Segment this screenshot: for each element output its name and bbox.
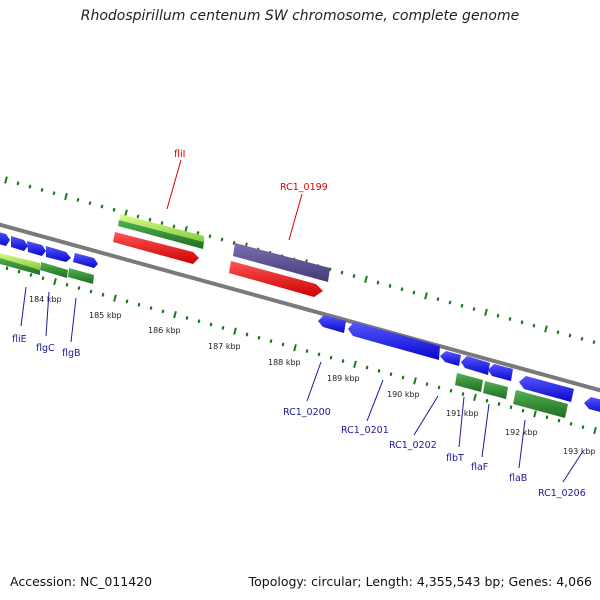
accession-text: Accession: NC_011420: [10, 574, 153, 589]
major-tick: [53, 277, 57, 286]
major-tick: [593, 426, 597, 435]
major-tick: [473, 393, 477, 402]
cds-blue[interactable]: [519, 376, 574, 402]
cds-RC1_0202[interactable]: [440, 351, 461, 366]
major-tick: [173, 311, 177, 319]
tick-label: 184 kbp: [29, 295, 62, 304]
chromosome-backbone: [0, 222, 600, 393]
major-tick: [533, 410, 537, 418]
cds-flbT[interactable]: [455, 373, 483, 392]
gene-label-flaB[interactable]: flaB: [509, 473, 527, 484]
leader-RC1_0199: [288, 193, 303, 241]
gene-label-flbT[interactable]: flbT: [446, 453, 464, 464]
cds-lime[interactable]: [0, 252, 40, 270]
tick-label: 185 kbp: [89, 311, 122, 320]
reverse-features: [318, 315, 600, 418]
cds-blue[interactable]: [73, 253, 98, 268]
leader-fliI: [166, 159, 182, 210]
cds-blue[interactable]: [27, 241, 46, 256]
major-tick: [233, 327, 237, 335]
cds-blue[interactable]: [488, 364, 513, 381]
gene-label-flgB[interactable]: flgB: [62, 348, 81, 359]
cds-RC1_0201[interactable]: [348, 322, 440, 360]
leader-fliE: [20, 286, 27, 327]
gene-label-RC1_0201[interactable]: RC1_0201: [341, 425, 389, 436]
topology-text: Topology: circular; Length: 4,355,543 bp…: [248, 574, 592, 589]
cds-RC1_0199-red[interactable]: [229, 261, 323, 297]
cds-fliI-red[interactable]: [113, 232, 199, 264]
tick-labels: 184 kbp 185 kbp 186 kbp 187 kbp 188 kbp …: [29, 295, 596, 456]
gene-label-flaF[interactable]: flaF: [471, 462, 488, 473]
label-leaders: [20, 159, 584, 483]
cds-green[interactable]: [68, 268, 94, 284]
tick-label: 186 kbp: [148, 326, 181, 335]
tick-label: 193 kbp: [563, 447, 596, 456]
gene-label-fliI[interactable]: fliI: [174, 149, 185, 160]
cds-RC1_0200[interactable]: [318, 315, 346, 333]
cds-RC1_0199-purple[interactable]: [233, 243, 330, 282]
gene-label-fliE[interactable]: fliE: [12, 334, 27, 345]
major-tick: [353, 360, 357, 368]
tick-label: 187 kbp: [208, 342, 241, 351]
cds-blue[interactable]: [584, 397, 600, 414]
major-tick: [544, 325, 548, 333]
cds-blue[interactable]: [11, 236, 28, 251]
leader-flaB: [518, 419, 526, 469]
major-tick: [413, 377, 417, 385]
gene-label-RC1_0200[interactable]: RC1_0200: [283, 407, 331, 418]
map-title: Rhodospirillum centenum SW chromosome, c…: [80, 8, 520, 24]
cds-flaF[interactable]: [483, 381, 508, 399]
major-tick: [113, 294, 117, 302]
major-tick: [424, 292, 428, 300]
major-tick: [64, 192, 68, 201]
major-tick: [124, 209, 128, 217]
cds-blue[interactable]: [0, 231, 10, 246]
leader-RC1_0206: [562, 450, 584, 483]
gene-label-RC1_0202[interactable]: RC1_0202: [389, 440, 437, 451]
leader-flgB: [70, 297, 77, 343]
leader-RC1_0200: [306, 361, 322, 402]
inner-tick-ring: [5, 266, 597, 435]
cds-blue[interactable]: [46, 246, 71, 262]
major-tick: [293, 344, 297, 352]
cds-fliI-lime[interactable]: [120, 214, 204, 242]
leader-flbT: [458, 396, 465, 448]
major-tick: [484, 308, 488, 317]
tick-label: 188 kbp: [268, 358, 301, 367]
tick-label: 192 kbp: [505, 428, 538, 437]
cds-blue[interactable]: [461, 356, 490, 375]
leader-flaF: [481, 403, 490, 458]
cds-fliI-green[interactable]: [118, 220, 204, 249]
cds-flaB[interactable]: [513, 390, 568, 418]
cds-green[interactable]: [0, 258, 40, 275]
tick-label: 190 kbp: [387, 390, 420, 399]
gene-label-RC1_0199[interactable]: RC1_0199: [280, 182, 328, 193]
leader-RC1_0202: [413, 395, 439, 436]
tick-label: 189 kbp: [327, 374, 360, 383]
cds-green[interactable]: [40, 262, 68, 278]
leader-flgC: [45, 291, 50, 337]
gene-label-flgC[interactable]: flgC: [36, 343, 55, 354]
gene-labels: fliI RC1_0199 fliE flgC flgB RC1_0200 RC…: [12, 149, 586, 499]
leader-RC1_0201: [366, 379, 384, 422]
gene-label-RC1_0206[interactable]: RC1_0206: [538, 488, 586, 499]
major-tick: [364, 275, 368, 283]
major-tick: [4, 176, 8, 184]
forward-features: [0, 214, 330, 297]
